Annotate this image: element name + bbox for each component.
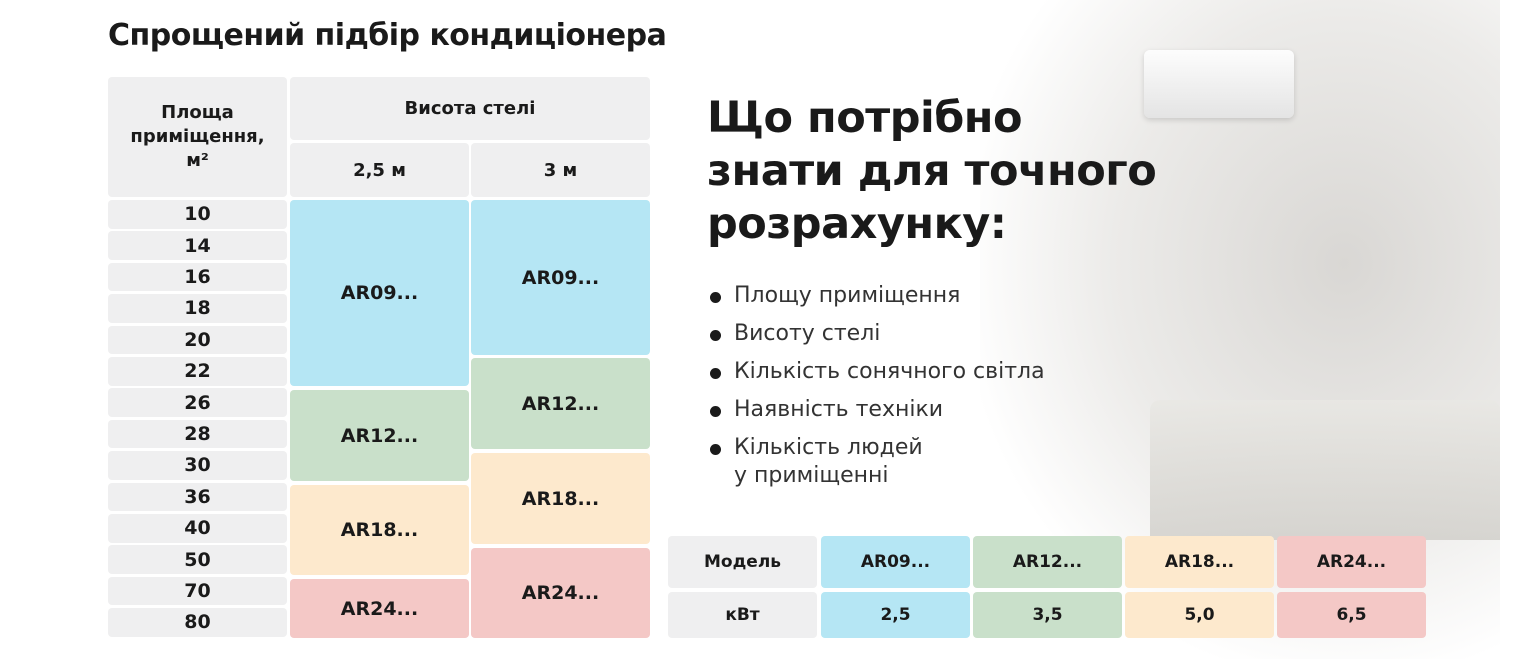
kw-cell: 3,5 <box>973 592 1122 638</box>
model-name: AR09... <box>860 552 931 572</box>
model-name: AR12... <box>340 424 419 447</box>
heading-line: розрахунку: <box>707 199 1007 249</box>
area-cell: 28 <box>108 419 287 449</box>
row-label: кВт <box>668 592 817 638</box>
info-item-line: Кількість людей <box>734 435 923 460</box>
row-label: Модель <box>668 536 817 588</box>
info-item-text: Кількість сонячного світла <box>734 359 1045 384</box>
info-item: Площу приміщення <box>710 282 1045 310</box>
area-value: 80 <box>184 611 211 634</box>
area-cell: 26 <box>108 388 287 417</box>
area-value: 18 <box>184 297 211 320</box>
height-label: 2,5 м <box>353 159 406 181</box>
model-cell: AR18... <box>471 453 650 544</box>
area-cell: 20 <box>108 325 287 355</box>
area-value: 22 <box>184 360 211 383</box>
page-title: Спрощений підбір кондиціонера <box>108 18 667 53</box>
kw-cell: 5,0 <box>1125 592 1274 638</box>
model-name: AR09... <box>340 282 419 304</box>
model-name: AR18... <box>340 519 419 541</box>
area-header-line: м² <box>186 150 209 171</box>
info-item: Кількість сонячного світла <box>710 358 1045 386</box>
area-value: 26 <box>184 391 211 414</box>
kw-value: 6,5 <box>1336 605 1367 625</box>
height-header: 2,5 м <box>290 143 469 197</box>
area-value: 36 <box>184 485 211 508</box>
area-value: 16 <box>184 266 211 289</box>
height-header: 3 м <box>471 143 650 197</box>
area-cell: 80 <box>108 608 287 637</box>
area-header-line: приміщення, <box>130 126 265 147</box>
kw-value: 5,0 <box>1184 605 1215 625</box>
area-cell: 40 <box>108 514 287 543</box>
kw-cell: 6,5 <box>1277 592 1426 638</box>
model-name: AR18... <box>521 487 600 510</box>
area-cell: 14 <box>108 231 287 260</box>
info-item: Наявність техніки <box>710 396 1045 424</box>
area-value: 30 <box>184 454 211 477</box>
info-heading: Що потрібно знати для точного розрахунку: <box>707 92 1157 251</box>
model-header: AR12... <box>973 536 1122 588</box>
info-item: Кількість людей у приміщенні <box>710 434 1045 490</box>
model-name: AR24... <box>1316 552 1387 572</box>
bed-illustration <box>1150 400 1500 540</box>
model-name: AR09... <box>521 266 600 289</box>
kw-cell: 2,5 <box>821 592 970 638</box>
info-item-text: Наявність техніки <box>734 397 944 422</box>
area-value: 10 <box>184 203 211 226</box>
model-name: AR24... <box>340 597 419 620</box>
height-label: 3 м <box>543 159 578 181</box>
model-cell: AR24... <box>471 548 650 638</box>
model-cell: AR12... <box>290 390 469 481</box>
area-cell: 18 <box>108 294 287 323</box>
row-label-text: кВт <box>725 605 760 625</box>
heading-line: знати для точного <box>707 146 1157 196</box>
model-header: AR24... <box>1277 536 1426 588</box>
area-cell: 30 <box>108 451 287 480</box>
model-cell: AR12... <box>471 358 650 449</box>
area-value: 50 <box>184 548 211 571</box>
area-cell: 16 <box>108 262 287 292</box>
area-value: 40 <box>184 517 211 540</box>
model-name: AR12... <box>521 392 600 415</box>
model-cell: AR09... <box>471 200 650 355</box>
model-header: AR09... <box>821 536 970 588</box>
info-item-line: у приміщенні <box>734 463 889 488</box>
model-header: AR18... <box>1125 536 1274 588</box>
area-cell: 50 <box>108 545 287 574</box>
kw-value: 3,5 <box>1032 605 1063 625</box>
model-name: AR18... <box>1164 552 1235 572</box>
model-name: AR24... <box>521 582 600 604</box>
area-header: Площа приміщення, м² <box>108 77 287 197</box>
area-value: 14 <box>184 234 211 257</box>
ceiling-header: Висота стелі <box>290 77 650 140</box>
info-item-text: Площу приміщення <box>734 283 961 308</box>
ceiling-header-text: Висота стелі <box>404 98 536 119</box>
area-cell: 22 <box>108 357 287 386</box>
area-cell: 36 <box>108 482 287 512</box>
area-cell: 70 <box>108 576 287 606</box>
info-item-text: Висоту стелі <box>734 321 881 346</box>
row-label-text: Модель <box>703 552 782 572</box>
area-value: 70 <box>184 580 211 603</box>
heading-line: Що потрібно <box>707 93 1022 143</box>
model-cell: AR18... <box>290 485 469 575</box>
info-item: Висоту стелі <box>710 320 1045 348</box>
air-conditioner-illustration <box>1144 50 1294 118</box>
model-cell: AR09... <box>290 200 469 386</box>
model-name: AR12... <box>1012 552 1083 572</box>
area-value: 28 <box>184 423 211 446</box>
kw-value: 2,5 <box>880 605 911 625</box>
info-list: Площу приміщення Висоту стелі Кількість со… <box>710 282 1045 500</box>
area-header-line: Площа <box>161 102 234 123</box>
model-cell: AR24... <box>290 579 469 638</box>
area-value: 20 <box>184 328 211 351</box>
area-cell: 10 <box>108 200 287 229</box>
